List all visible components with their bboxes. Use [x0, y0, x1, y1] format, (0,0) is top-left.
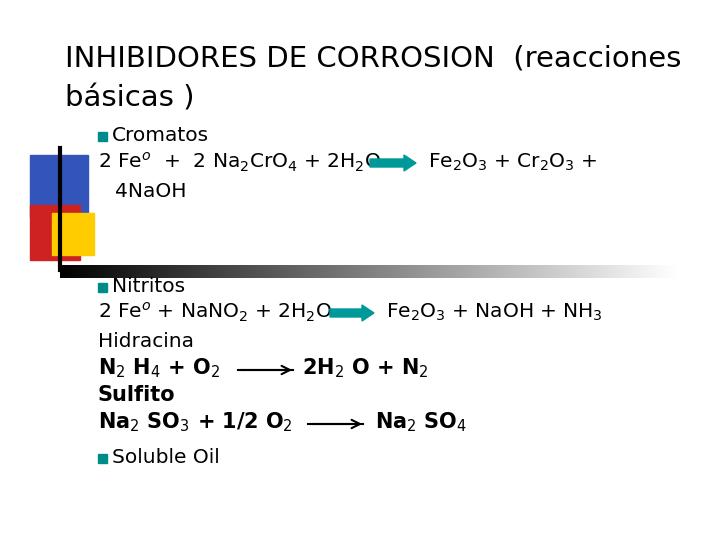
Text: N$_2$ H$_4$ + O$_2$: N$_2$ H$_4$ + O$_2$ — [98, 356, 220, 380]
Text: Fe$_2$O$_3$ + Cr$_2$O$_3$ +: Fe$_2$O$_3$ + Cr$_2$O$_3$ + — [428, 152, 598, 173]
FancyArrow shape — [370, 155, 416, 171]
Text: Na$_2$ SO$_4$: Na$_2$ SO$_4$ — [375, 410, 467, 434]
Bar — [30, 155, 88, 217]
Bar — [30, 205, 80, 260]
Text: Cromatos: Cromatos — [112, 126, 209, 145]
Text: Soluble Oil: Soluble Oil — [112, 448, 220, 467]
Text: Hidracina: Hidracina — [98, 332, 194, 351]
Text: 4NaOH: 4NaOH — [115, 182, 186, 201]
Bar — [98, 454, 107, 463]
Text: Fe$_2$O$_3$ + NaOH + NH$_3$: Fe$_2$O$_3$ + NaOH + NH$_3$ — [386, 302, 603, 323]
Text: 2 Fe$^o$ + NaNO$_2$ + 2H$_2$O: 2 Fe$^o$ + NaNO$_2$ + 2H$_2$O — [98, 300, 332, 323]
Bar — [98, 283, 107, 292]
Text: 2H$_2$ O + N$_2$: 2H$_2$ O + N$_2$ — [302, 356, 428, 380]
Text: Nitritos: Nitritos — [112, 277, 185, 296]
FancyArrow shape — [330, 305, 374, 321]
Text: 2 Fe$^o$  +  2 Na$_2$CrO$_4$ + 2H$_2$O: 2 Fe$^o$ + 2 Na$_2$CrO$_4$ + 2H$_2$O — [98, 150, 381, 173]
Bar — [52, 213, 94, 255]
Text: Na$_2$ SO$_3$ + 1/2 O$_2$: Na$_2$ SO$_3$ + 1/2 O$_2$ — [98, 410, 293, 434]
Bar — [98, 132, 107, 141]
Text: INHIBIDORES DE CORROSION  (reacciones: INHIBIDORES DE CORROSION (reacciones — [65, 45, 681, 73]
Text: Sulfito: Sulfito — [98, 385, 176, 405]
Text: básicas ): básicas ) — [65, 85, 194, 113]
